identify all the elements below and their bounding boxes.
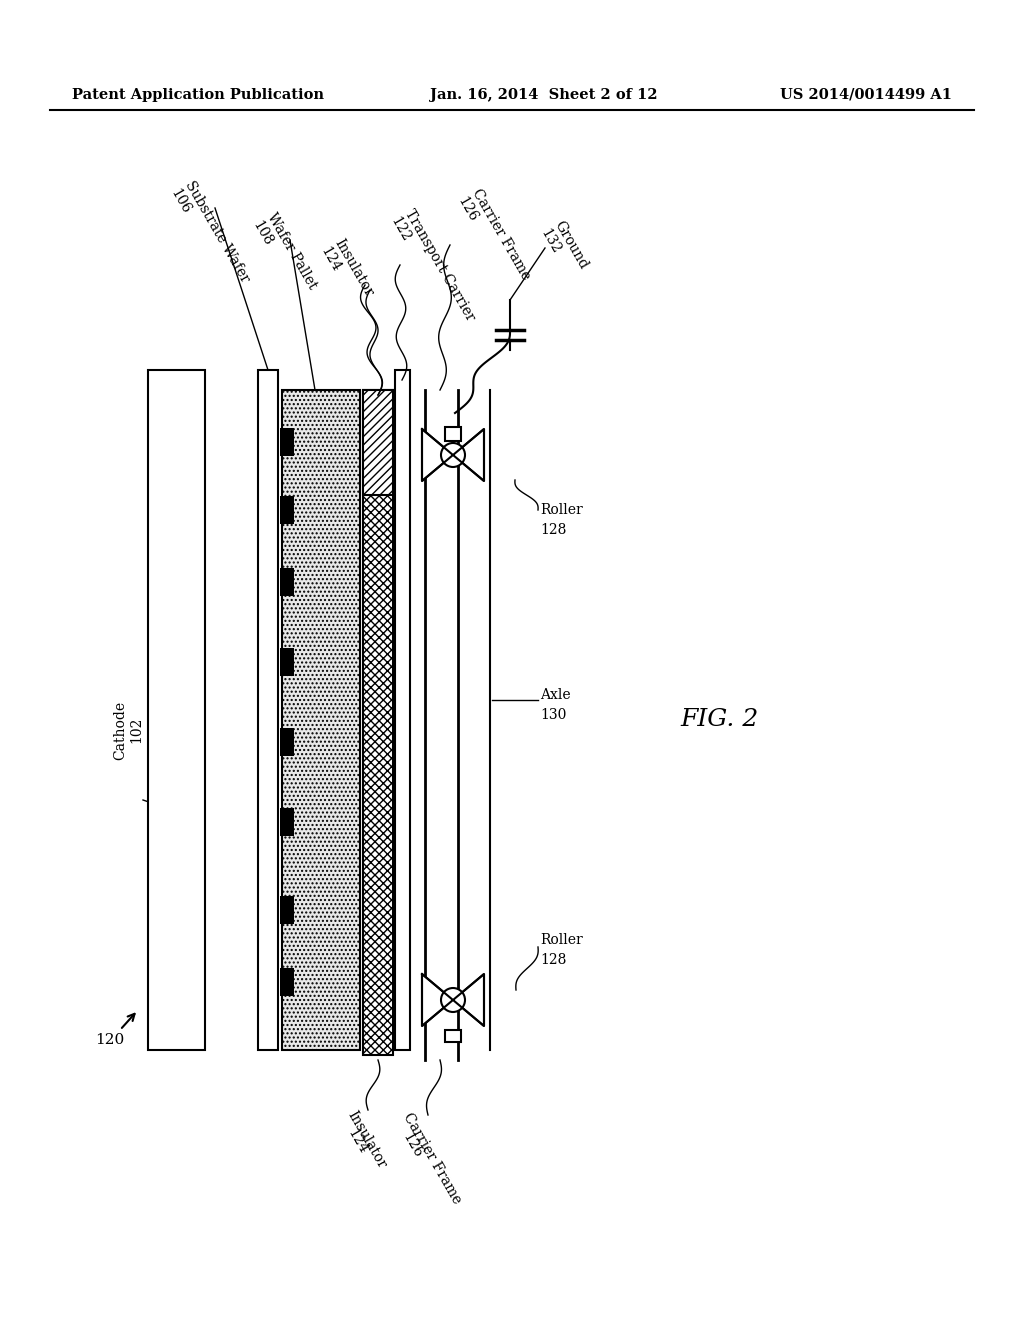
- Text: 120: 120: [95, 1034, 125, 1047]
- Bar: [280, 808, 294, 836]
- Bar: [362, 389, 393, 1055]
- Text: Carrier Frame: Carrier Frame: [400, 1111, 464, 1206]
- Bar: [280, 729, 294, 756]
- Text: Insulator: Insulator: [345, 1107, 389, 1171]
- Text: Carrier Frame
126: Carrier Frame 126: [455, 187, 532, 290]
- Circle shape: [441, 444, 465, 467]
- Bar: [362, 389, 393, 495]
- Text: FIG. 2: FIG. 2: [681, 709, 759, 731]
- Bar: [148, 370, 205, 1049]
- Text: Transport Carrier
122: Transport Carrier 122: [388, 207, 477, 331]
- Text: 124: 124: [345, 1126, 371, 1156]
- Bar: [280, 428, 294, 455]
- Bar: [280, 896, 294, 924]
- Text: Roller: Roller: [540, 933, 583, 946]
- Text: US 2014/0014499 A1: US 2014/0014499 A1: [780, 88, 952, 102]
- Bar: [282, 389, 360, 1049]
- Bar: [280, 968, 294, 997]
- Bar: [280, 648, 294, 676]
- Polygon shape: [453, 429, 484, 480]
- Text: Roller: Roller: [540, 503, 583, 517]
- Polygon shape: [422, 974, 453, 1026]
- Bar: [395, 370, 410, 1049]
- Circle shape: [441, 987, 465, 1012]
- Text: Wafer Pallet
108: Wafer Pallet 108: [250, 211, 318, 300]
- Text: 130: 130: [540, 708, 566, 722]
- Text: Patent Application Publication: Patent Application Publication: [72, 88, 324, 102]
- Bar: [280, 568, 294, 597]
- Text: 126: 126: [400, 1131, 425, 1160]
- Text: Cathode
102: Cathode 102: [113, 701, 143, 759]
- Bar: [445, 426, 461, 441]
- Text: Substrate Wafer
106: Substrate Wafer 106: [168, 180, 252, 293]
- Bar: [280, 496, 294, 524]
- Polygon shape: [422, 429, 453, 480]
- Bar: [258, 370, 278, 1049]
- Bar: [445, 1030, 461, 1041]
- Text: Insulator
124: Insulator 124: [318, 236, 376, 308]
- Text: 128: 128: [540, 953, 566, 968]
- Text: 128: 128: [540, 523, 566, 537]
- Polygon shape: [453, 974, 484, 1026]
- Text: Jan. 16, 2014  Sheet 2 of 12: Jan. 16, 2014 Sheet 2 of 12: [430, 88, 657, 102]
- Text: Ground
132: Ground 132: [538, 219, 591, 280]
- Text: Axle: Axle: [540, 688, 570, 702]
